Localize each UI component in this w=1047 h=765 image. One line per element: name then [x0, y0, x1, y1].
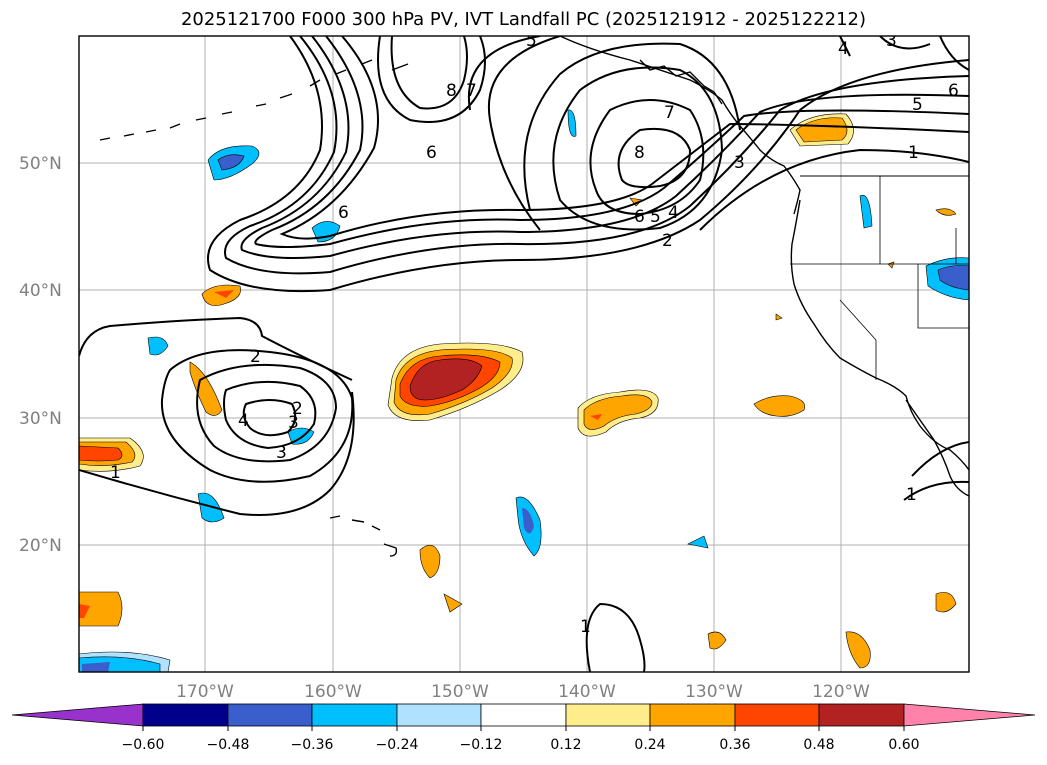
pv-contour-6 — [279, 36, 969, 240]
contour-label: 1 — [908, 143, 919, 163]
colorbar-ticks — [142, 726, 905, 731]
colorbar-segment — [734, 703, 820, 727]
lat-label: 50°N — [19, 154, 62, 174]
contour-label: 2 — [662, 231, 673, 251]
pv-contour-2-low — [160, 349, 354, 483]
contour-label: 5 — [912, 95, 923, 115]
colorbar-tick-label: 0.24 — [634, 737, 665, 753]
contour-label: 7 — [664, 103, 675, 123]
map-frame — [78, 35, 970, 673]
pv-contour-2 — [207, 36, 969, 293]
contour-label: 5 — [526, 31, 537, 51]
contour-label: 3 — [288, 413, 299, 433]
contour-label: 4 — [238, 411, 249, 431]
lat-labels: 50°N 40°N 30°N 20°N — [19, 154, 62, 556]
lat-label: 20°N — [19, 536, 62, 556]
ivt-shading — [79, 109, 969, 672]
contour-label: 8 — [634, 143, 645, 163]
lon-label: 150°W — [431, 682, 489, 702]
colorbar-segment — [818, 703, 905, 727]
lat-label: 30°N — [19, 409, 62, 429]
contour-label: 6 — [338, 203, 349, 223]
contour-label: 1 — [906, 485, 917, 505]
colorbar-under-arrow — [11, 703, 144, 727]
contour-label: 5 — [650, 207, 661, 227]
map-title: 2025121700 F000 300 hPa PV, IVT Landfall… — [180, 9, 867, 30]
coastlines — [99, 36, 969, 557]
colorbar-segment — [649, 703, 736, 727]
contour-label: 6 — [426, 143, 437, 163]
lon-label: 170°W — [176, 682, 234, 702]
colorbar-segment — [565, 703, 651, 727]
colorbar-segment — [480, 703, 567, 727]
colorbar-tick-label: −0.48 — [207, 737, 250, 753]
contour-label: 6 — [948, 81, 959, 101]
colorbar-tick-labels: −0.60 −0.48 −0.36 −0.24 −0.12 0.12 0.24 … — [122, 737, 920, 753]
contour-label: 6 — [634, 207, 645, 227]
colorbar-tick-label: 0.48 — [803, 737, 834, 753]
contour-label: 2 — [292, 399, 303, 419]
lon-label: 140°W — [558, 682, 616, 702]
lon-label: 160°W — [304, 682, 362, 702]
lon-labels: 170°W 160°W 150°W 140°W 130°W 120°W — [176, 682, 870, 702]
pv-contour-1-bottom — [585, 602, 646, 672]
pv-contour-1-outer — [79, 316, 353, 381]
colorbar-tick-label: −0.12 — [460, 737, 503, 753]
colorbar-segment — [396, 703, 482, 727]
colorbar-tick-label: −0.36 — [291, 737, 334, 753]
colorbar-over-arrow — [903, 703, 1036, 727]
pv-contour-5 — [254, 36, 969, 248]
lon-label: 130°W — [685, 682, 743, 702]
colorbar-tick-label: −0.24 — [376, 737, 419, 753]
colorbar-segment — [227, 703, 313, 727]
colorbar-tick-label: −0.60 — [122, 737, 165, 753]
contour-label: 3 — [734, 153, 745, 173]
pv-contours — [79, 36, 969, 672]
contour-label: 3 — [276, 443, 287, 463]
contour-label: 1 — [110, 463, 121, 483]
contour-labels: 8 7 6 6 8 7 6 5 4 3 2 5 6 4 3 1 2 4 3 3 … — [110, 31, 959, 637]
colorbar-segment — [311, 703, 398, 727]
contour-label: 4 — [668, 203, 679, 223]
contour-label: 3 — [886, 31, 897, 51]
contour-label: 1 — [580, 617, 591, 637]
colorbar-tick-label: 0.12 — [550, 737, 581, 753]
contour-label: 4 — [838, 39, 849, 59]
colorbar-tick-label: 0.36 — [719, 737, 750, 753]
pv-contour-8b — [617, 128, 692, 189]
colorbar — [11, 703, 1036, 727]
pv-contour-7 — [377, 36, 486, 123]
contour-label: 2 — [250, 347, 261, 367]
pv-contour-8 — [390, 36, 468, 110]
colorbar-tick-label: 0.60 — [888, 737, 919, 753]
lon-label: 120°W — [812, 682, 870, 702]
contour-label: 7 — [466, 81, 477, 101]
lat-label: 40°N — [19, 281, 62, 301]
contour-label: 8 — [446, 81, 457, 101]
colorbar-segment — [142, 703, 229, 727]
pv-contour-1 — [699, 148, 969, 231]
